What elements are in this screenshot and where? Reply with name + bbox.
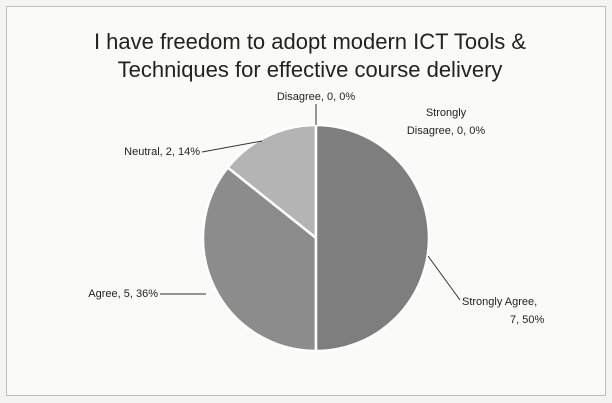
chart-title: I have freedom to adopt modern ICT Tools…	[93, 29, 527, 82]
leader-line	[201, 140, 263, 153]
pie-slice	[225, 123, 318, 241]
data-label: Disagree, 0, 0%	[277, 91, 355, 103]
data-label: Neutral, 2, 14%	[124, 146, 200, 158]
data-label: Strongly	[426, 107, 467, 119]
pie-slice	[201, 165, 318, 353]
data-label: 7, 50%	[510, 314, 544, 326]
data-label: Agree, 5, 36%	[88, 288, 158, 300]
pie-slice	[314, 123, 431, 353]
data-label: Disagree, 0, 0%	[407, 125, 485, 137]
data-label: Strongly Agree,	[462, 296, 537, 308]
leader-line	[427, 255, 461, 301]
